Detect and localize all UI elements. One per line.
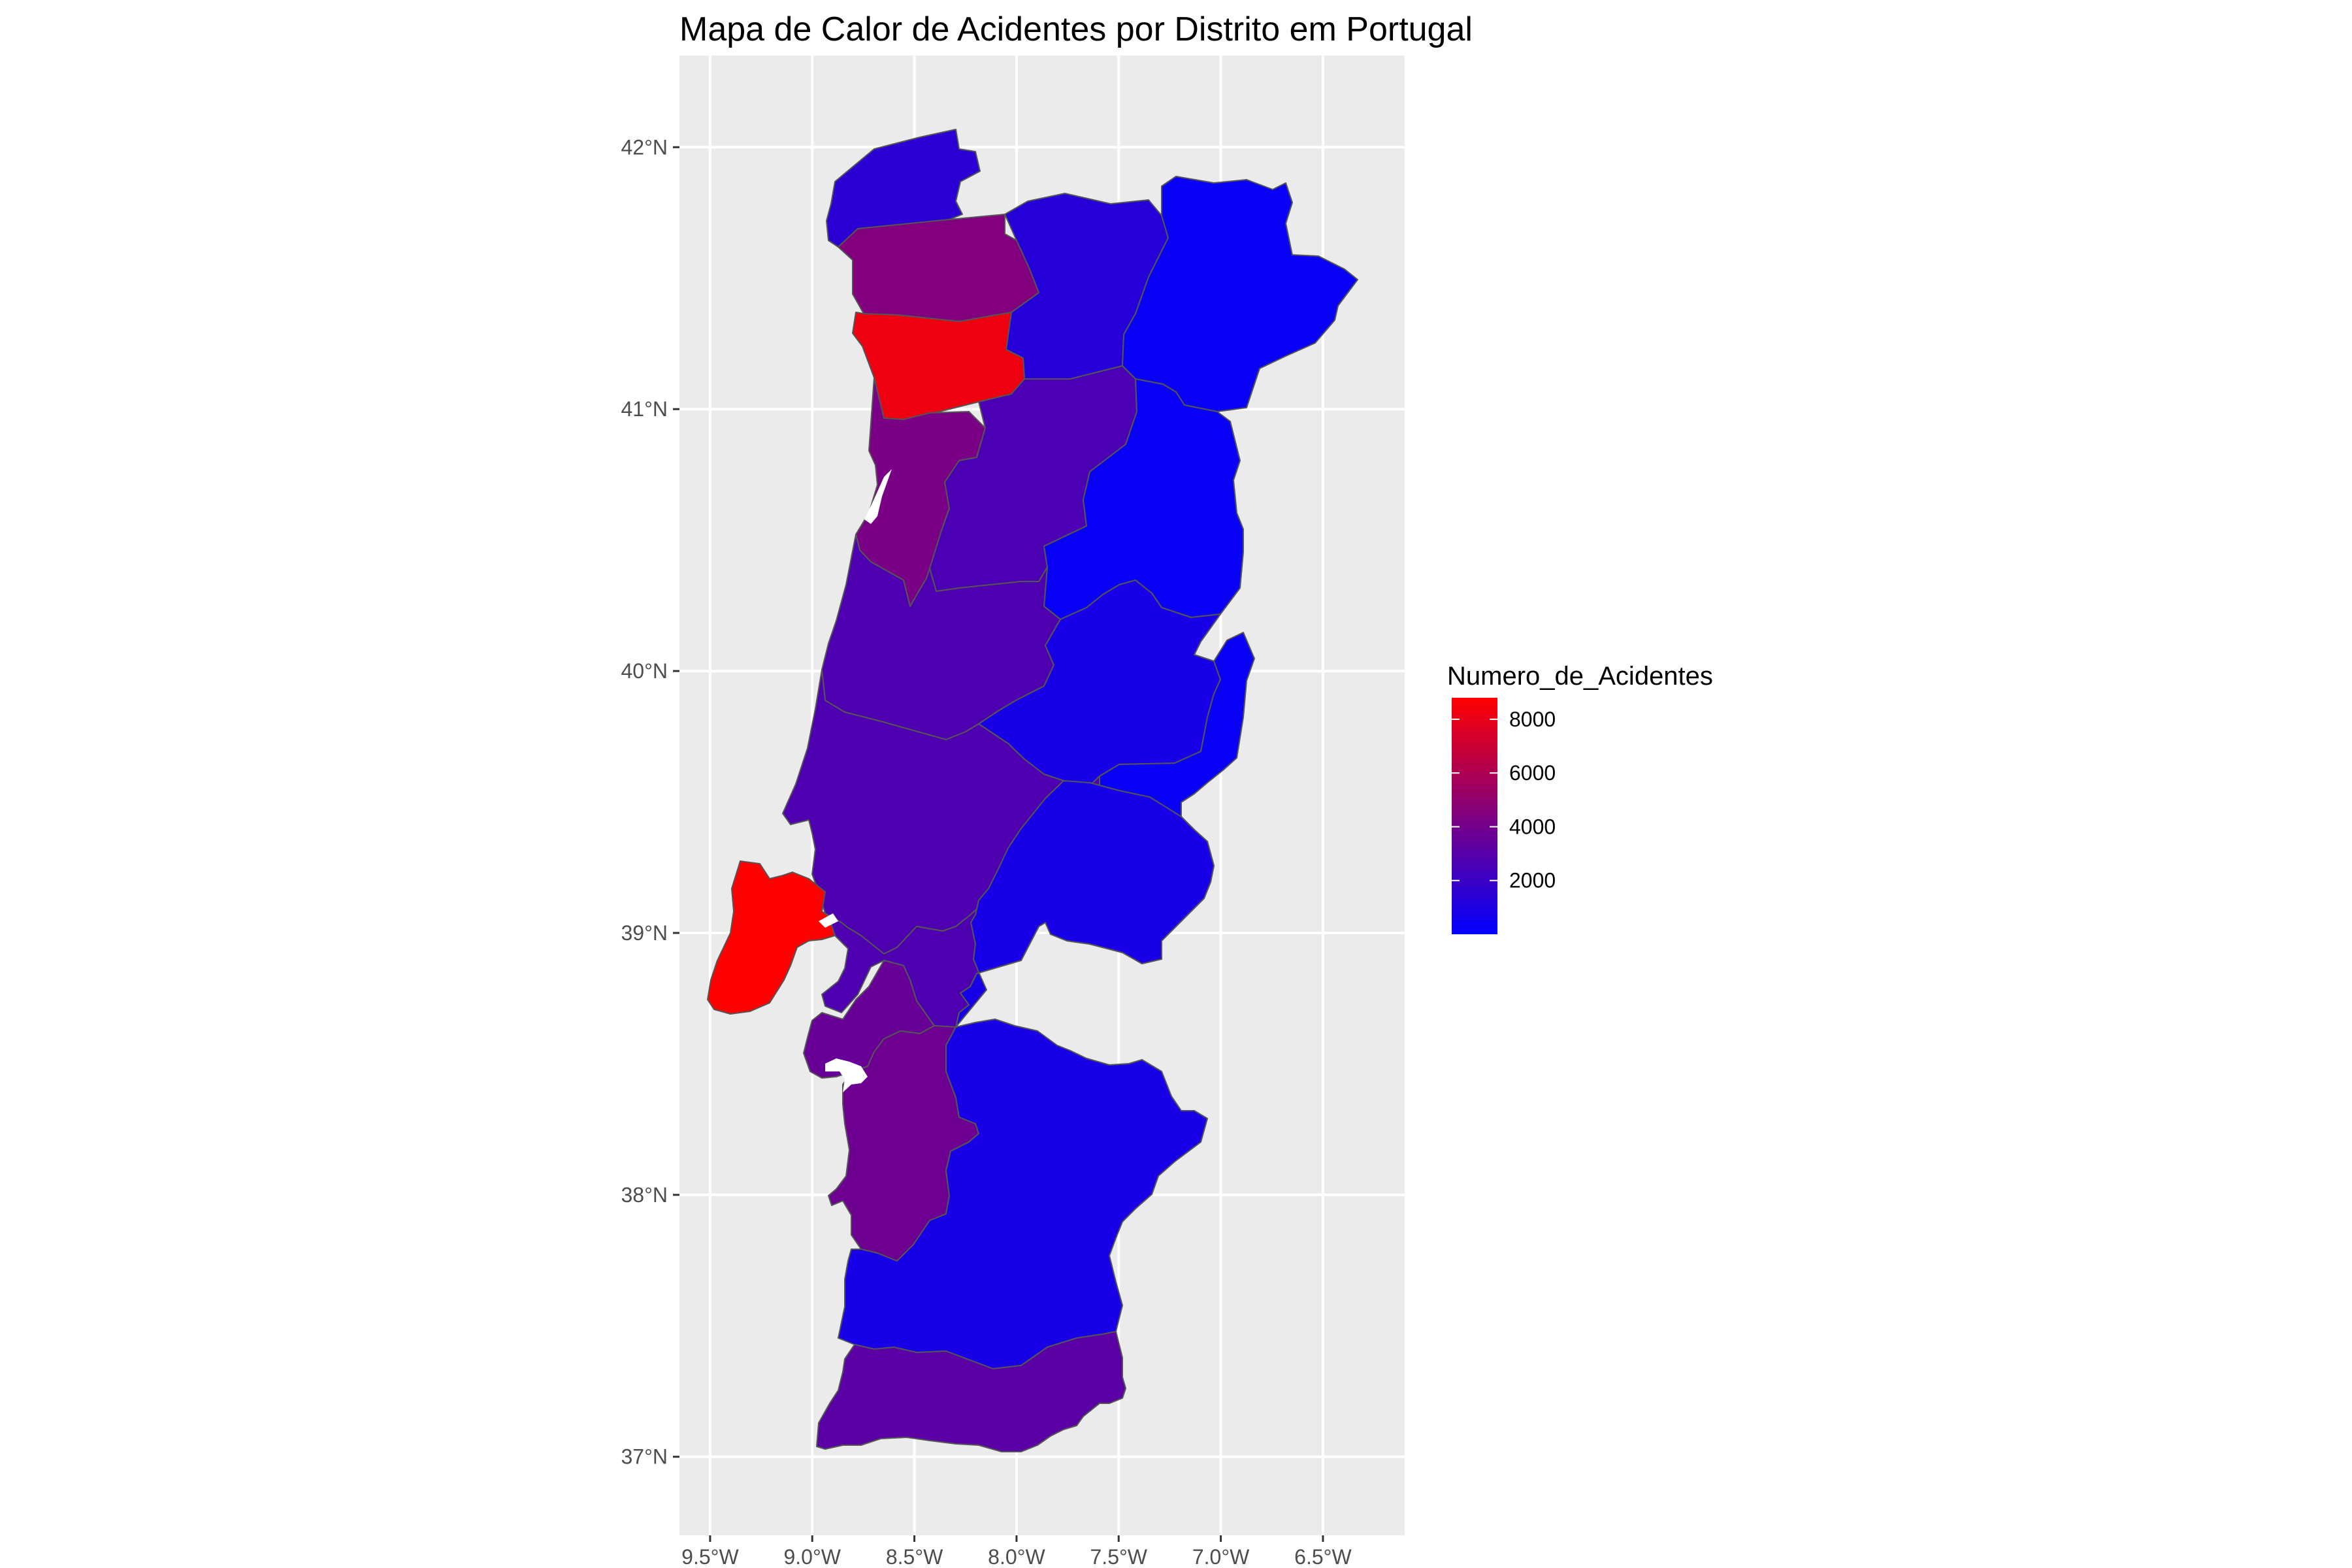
district-regions	[707, 129, 1358, 1452]
district-region-19	[816, 1331, 1126, 1452]
x-tick-label: 8.0°W	[988, 1545, 1045, 1568]
x-tick-label: 9.0°W	[783, 1545, 841, 1568]
legend: Numero_de_Acidentes 8000 6000 4000 2000	[1447, 662, 1713, 934]
legend-label: 4000	[1509, 815, 1556, 838]
axes: 9.5°W 9.0°W 8.5°W 8.0°W 7.5°W 7.0°W 6.5°W 42°N 4…	[621, 135, 1352, 1568]
legend-label: 2000	[1509, 869, 1556, 892]
x-tick-label: 7.0°W	[1192, 1545, 1250, 1568]
y-tick-label: 40°N	[621, 659, 668, 683]
x-tick-label: 7.5°W	[1090, 1545, 1148, 1568]
x-tick-label: 8.5°W	[886, 1545, 943, 1568]
district-region-1	[826, 129, 981, 248]
legend-colorbar	[1452, 698, 1497, 934]
x-tick-label: 6.5°W	[1294, 1545, 1352, 1568]
y-tick-label: 38°N	[621, 1183, 668, 1207]
y-tick-label: 37°N	[621, 1445, 668, 1469]
district-region-16	[955, 780, 1215, 1028]
y-tick-label: 42°N	[621, 135, 668, 159]
legend-label: 6000	[1509, 761, 1556, 785]
water-feature-2	[819, 913, 838, 928]
district-region-13	[707, 860, 836, 1015]
district-region-4	[1122, 176, 1358, 412]
district-region-18	[838, 1019, 1208, 1369]
chart-title: Mapa de Calor de Acidentes por Distrito …	[679, 10, 1473, 48]
y-tick-label: 41°N	[621, 397, 668, 421]
x-tick-label: 9.5°W	[681, 1545, 739, 1568]
y-tick-label: 39°N	[621, 921, 668, 945]
water-feature-1	[864, 469, 892, 524]
legend-label: 8000	[1509, 708, 1556, 731]
water-feature-3	[825, 1058, 868, 1092]
legend-title: Numero_de_Acidentes	[1447, 662, 1713, 691]
